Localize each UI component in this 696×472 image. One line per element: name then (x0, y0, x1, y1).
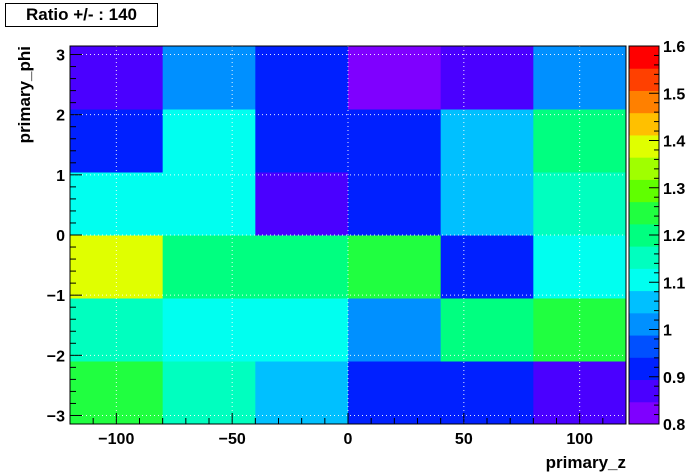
y-tick-label: −2 (47, 348, 65, 365)
heatmap-cell (348, 108, 442, 173)
color-scale-swatch (629, 134, 659, 158)
color-scale-swatch (629, 179, 659, 203)
y-tick-label: 2 (56, 108, 65, 125)
y-tick-label: 1 (56, 168, 65, 185)
heatmap-cell (440, 298, 534, 362)
heatmap-cells (70, 46, 627, 425)
color-scale-swatch (629, 246, 659, 269)
x-axis-label: primary_z (546, 453, 626, 472)
heatmap-cell (255, 298, 349, 362)
x-tick-label: 0 (344, 431, 353, 448)
color-scale-label: 0.9 (663, 370, 685, 387)
heatmap-cell (70, 46, 164, 110)
color-scale-swatch (629, 223, 659, 247)
heatmap-cell (162, 298, 256, 362)
heatmap-cell (440, 361, 534, 425)
heatmap-cell (348, 171, 442, 236)
heatmap-cell (70, 298, 164, 362)
x-tick-label: 100 (566, 431, 593, 448)
heatmap-cell (440, 108, 534, 173)
grid-lines (70, 46, 626, 424)
x-axis: −100 −50 0 50 100 (69, 413, 627, 448)
color-scale-swatch (629, 268, 659, 292)
color-scale-swatch (629, 312, 659, 336)
color-scale-swatch (629, 112, 659, 136)
heatmap-cell (440, 46, 534, 110)
heatmap-cell (255, 361, 349, 425)
heatmap-cell (255, 108, 349, 173)
color-scale-label: 1.3 (663, 181, 685, 198)
y-axis-label: primary_phi (15, 46, 34, 143)
heatmap-cell (533, 298, 627, 362)
color-scale-label: 1.2 (663, 228, 685, 245)
color-scale-swatch (629, 46, 659, 69)
heatmap-cell (70, 108, 164, 173)
color-scale-swatch (629, 379, 659, 403)
heatmap-cell (440, 235, 534, 299)
heatmap-cell (348, 46, 442, 110)
heatmap-cell (70, 171, 164, 236)
heatmap-cell (440, 171, 534, 236)
color-scale-swatch (629, 68, 659, 91)
heatmap-cell (533, 108, 627, 173)
color-scale-swatch (629, 401, 659, 425)
heatmap-cell (162, 171, 256, 236)
heatmap-cell (533, 171, 627, 236)
heatmap-cell (255, 235, 349, 299)
heatmap-cell (533, 46, 627, 110)
color-scale: 0.8 0.9 1 1.1 1.2 1.3 1.4 1.5 1.6 (628, 39, 685, 434)
heatmap-cell (348, 361, 442, 425)
x-tick-label: −50 (219, 431, 246, 448)
heatmap-cell (255, 46, 349, 110)
heatmap-cell (348, 298, 442, 362)
color-scale-swatch (629, 357, 659, 381)
y-tick-label: −1 (47, 288, 65, 305)
color-scale-swatch (629, 157, 659, 180)
color-scale-label: 0.8 (663, 417, 685, 434)
color-scale-swatch (629, 201, 659, 225)
heatmap-cell (162, 108, 256, 173)
color-scale-swatch (629, 290, 659, 314)
y-tick-label: −3 (47, 408, 65, 425)
color-scale-label: 1.4 (663, 134, 685, 151)
heatmap-cell (162, 235, 256, 299)
heatmap-cell (162, 361, 256, 425)
heatmap-cell (255, 171, 349, 236)
chart-title: Ratio +/- : 140 (5, 3, 158, 27)
color-scale-label: 1.1 (663, 275, 685, 292)
x-tick-label: 50 (455, 431, 473, 448)
color-scale-label: 1 (663, 323, 672, 340)
y-axis: −3 −2 −1 0 1 2 3 (47, 48, 82, 425)
y-tick-label: 0 (56, 228, 65, 245)
x-tick-label: −100 (98, 431, 134, 448)
y-tick-label: 3 (56, 48, 65, 65)
color-scale-label: 1.5 (663, 86, 685, 103)
color-scale-swatch (629, 90, 659, 114)
color-scale-swatch (629, 335, 659, 358)
heatmap-cell (348, 235, 442, 299)
heatmap-cell (162, 46, 256, 110)
color-scale-label: 1.6 (663, 39, 685, 56)
